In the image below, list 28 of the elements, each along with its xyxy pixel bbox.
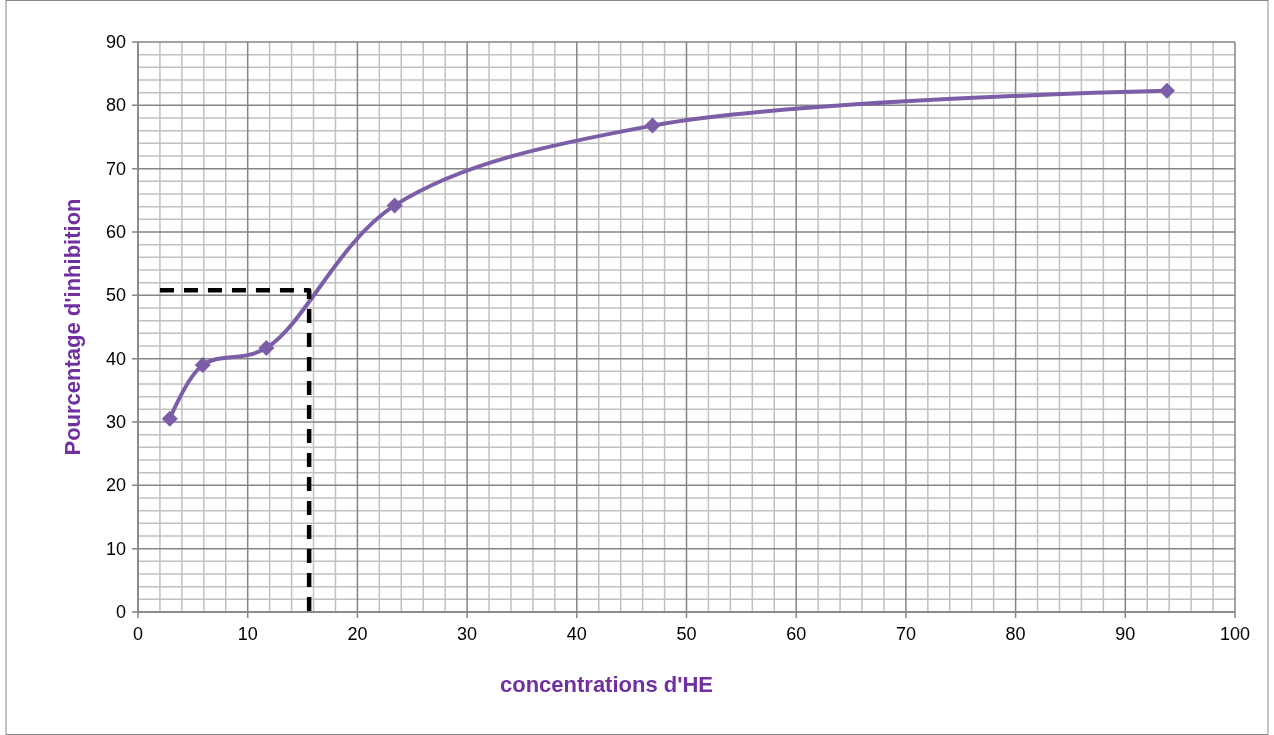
y-tick-label: 50 [105,285,126,306]
x-tick-label: 40 [566,624,587,644]
y-tick-label: 70 [105,158,126,179]
y-tick-label: 60 [105,222,126,242]
x-tick-label: 80 [1005,624,1026,644]
point [386,197,403,214]
x-tick-label: 20 [347,624,368,644]
y-tick-label: 90 [105,32,126,52]
x-tick-label: 90 [1115,624,1136,644]
x-tick-label: 10 [237,624,258,644]
point [194,357,211,373]
x-tick-label: 30 [457,624,478,644]
y-tick-label: 80 [105,95,126,116]
x-axis-title: concentrations d'HE [499,672,714,697]
point [644,117,661,134]
y-tick-label: 30 [105,412,126,432]
y-tick-label: 40 [105,348,126,369]
y-tick-label: 0 [115,602,126,622]
y-axis-title: Pourcentage d'inhibition [60,198,85,456]
point [161,410,178,427]
x-tick-label: 100 [1219,624,1251,644]
y-tick-label: 10 [105,538,126,559]
x-tick-label: 50 [676,624,697,644]
x-tick-label: 0 [132,624,144,644]
x-tick-label: 60 [786,624,807,644]
y-tick-label: 20 [105,475,126,496]
point [258,339,275,356]
x-tick-label: 70 [895,624,916,644]
